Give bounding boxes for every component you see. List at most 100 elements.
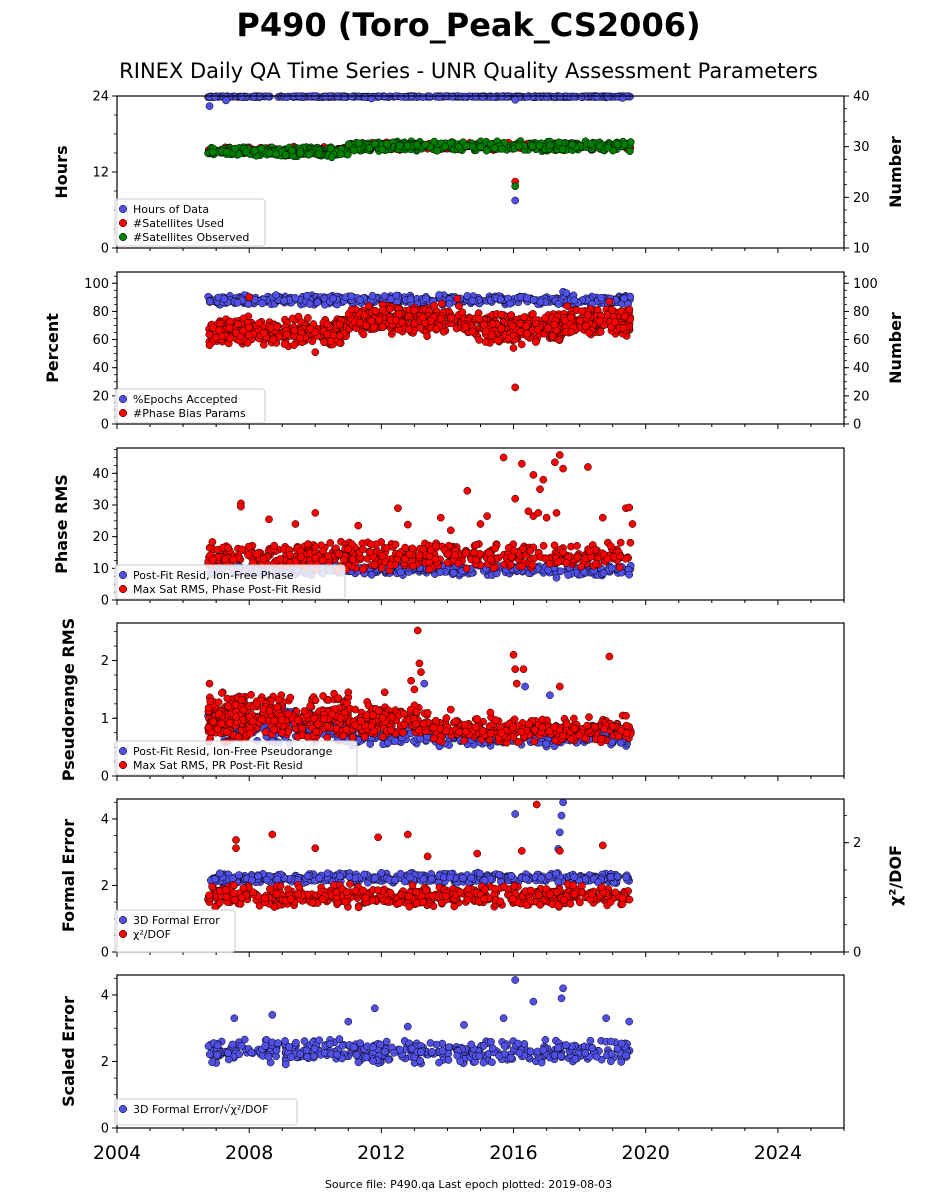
data-point	[234, 733, 243, 741]
data-point	[625, 305, 634, 314]
data-point	[511, 196, 520, 205]
data-point	[360, 311, 369, 320]
data-point	[354, 139, 363, 148]
data-point	[532, 338, 540, 346]
data-point	[364, 302, 373, 310]
data-point	[259, 329, 268, 337]
data-point	[276, 555, 285, 563]
data-point	[534, 509, 543, 517]
data-point	[625, 503, 634, 512]
data-point	[475, 336, 483, 344]
data-point	[615, 563, 624, 572]
data-point	[432, 325, 441, 333]
data-point	[413, 141, 422, 149]
data-point	[619, 324, 628, 332]
data-point	[265, 515, 273, 524]
data-point	[462, 564, 471, 573]
data-point	[489, 93, 498, 101]
data-point	[480, 321, 488, 329]
data-point	[410, 306, 418, 315]
y2-tick-label: 20	[853, 191, 870, 206]
data-point	[296, 149, 305, 158]
data-point	[312, 727, 320, 736]
data-point	[378, 552, 387, 560]
data-point	[616, 538, 625, 547]
data-point	[625, 570, 634, 579]
data-point	[243, 339, 252, 347]
data-point	[552, 509, 561, 517]
data-point	[233, 298, 242, 307]
data-point	[326, 337, 335, 346]
panel-1-points	[204, 92, 635, 205]
data-point	[237, 696, 246, 704]
panel-3-points	[204, 451, 637, 582]
data-point	[347, 305, 356, 314]
y-tick-label: 40	[92, 467, 109, 482]
data-point	[350, 146, 358, 155]
data-point	[390, 737, 399, 745]
y-tick-label: 60	[92, 333, 109, 348]
data-point	[475, 315, 483, 323]
data-point	[476, 520, 485, 528]
data-point	[605, 297, 614, 306]
data-point	[344, 545, 353, 554]
data-point	[367, 94, 376, 103]
legend-label: #Satellites Used	[133, 217, 224, 230]
data-point	[436, 314, 445, 323]
data-point	[259, 555, 268, 563]
data-point	[507, 553, 516, 561]
y-tick-label: 40	[92, 361, 109, 376]
data-point	[443, 558, 452, 567]
data-point	[311, 509, 320, 517]
data-point	[406, 295, 415, 304]
data-point	[311, 348, 320, 357]
data-point	[311, 543, 320, 552]
data-point	[587, 140, 595, 148]
data-point	[205, 102, 214, 110]
data-point	[234, 320, 242, 329]
data-point	[420, 679, 429, 688]
y2-tick-label: 20	[853, 389, 870, 404]
data-point	[529, 471, 538, 479]
data-point	[582, 322, 590, 330]
data-point	[430, 137, 439, 146]
data-point	[577, 93, 586, 101]
data-point	[340, 555, 348, 564]
data-point	[556, 567, 565, 576]
data-point	[344, 140, 353, 149]
data-point	[461, 549, 470, 557]
legend-marker	[118, 232, 128, 242]
data-point	[449, 568, 458, 577]
figure-subtitle: RINEX Daily QA Time Series - UNR Quality…	[119, 59, 818, 83]
data-point	[437, 299, 446, 308]
data-point	[378, 145, 386, 154]
data-point	[208, 148, 217, 156]
data-point	[620, 140, 629, 149]
data-point	[205, 341, 214, 350]
data-point	[458, 308, 467, 317]
data-point	[391, 540, 400, 549]
data-point	[482, 327, 490, 336]
data-point	[521, 682, 529, 691]
data-point	[367, 540, 375, 549]
data-point	[304, 540, 312, 548]
series-3-2	[204, 451, 637, 575]
data-point	[620, 312, 629, 321]
data-point	[523, 92, 531, 101]
y-tick-label: 24	[92, 90, 109, 105]
data-point	[329, 294, 337, 303]
data-point	[231, 144, 239, 153]
data-point	[529, 296, 538, 304]
data-point	[206, 297, 214, 306]
data-point	[542, 740, 550, 748]
data-point	[280, 340, 289, 348]
data-point	[306, 324, 315, 333]
data-point	[551, 458, 559, 467]
y2-tick-label: 10	[853, 242, 870, 257]
data-point	[257, 144, 266, 153]
data-point	[303, 733, 312, 741]
data-point	[359, 545, 367, 554]
data-point	[508, 321, 517, 330]
data-point	[497, 310, 506, 319]
